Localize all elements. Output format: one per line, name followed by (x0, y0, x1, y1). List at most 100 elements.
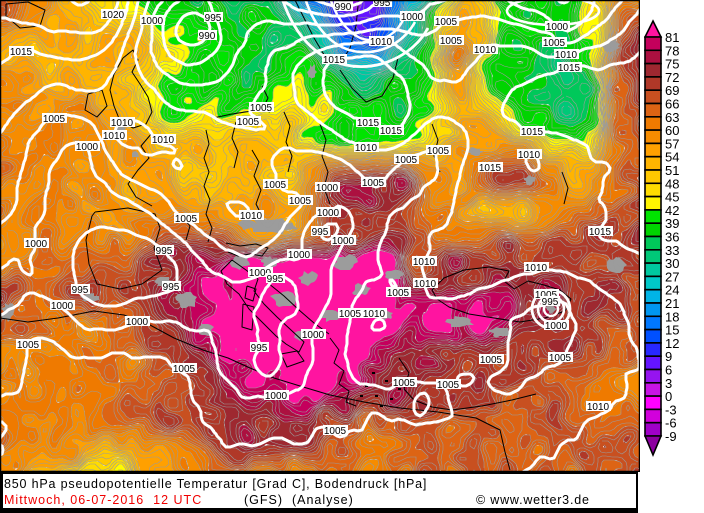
svg-text:1000: 1000 (265, 391, 288, 402)
svg-text:1005: 1005 (237, 117, 260, 128)
svg-text:1005: 1005 (289, 196, 312, 207)
svg-text:990: 990 (199, 31, 216, 42)
svg-text:1005: 1005 (435, 17, 458, 28)
svg-text:1005: 1005 (387, 288, 410, 299)
svg-text:1015: 1015 (357, 118, 380, 129)
svg-text:9: 9 (665, 349, 672, 364)
svg-text:1000: 1000 (317, 208, 340, 219)
svg-text:995: 995 (374, 0, 391, 9)
svg-text:75: 75 (665, 57, 679, 72)
svg-text:1005: 1005 (437, 380, 460, 391)
svg-text:-6: -6 (665, 416, 677, 431)
svg-text:1015: 1015 (380, 126, 403, 137)
svg-text:1005: 1005 (339, 309, 362, 320)
svg-text:995: 995 (251, 343, 268, 354)
svg-text:1015: 1015 (479, 163, 502, 174)
svg-text:1010: 1010 (525, 263, 548, 274)
svg-text:1010: 1010 (103, 131, 126, 142)
svg-text:1000: 1000 (316, 183, 339, 194)
svg-text:-3: -3 (665, 402, 677, 417)
svg-text:24: 24 (665, 283, 679, 298)
svg-text:1005: 1005 (395, 155, 418, 166)
svg-text:1015: 1015 (521, 127, 544, 138)
svg-text:54: 54 (665, 150, 679, 165)
svg-text:72: 72 (665, 70, 679, 85)
svg-text:1005: 1005 (480, 355, 503, 366)
svg-text:1010: 1010 (587, 402, 610, 413)
svg-text:995: 995 (312, 227, 329, 238)
svg-text:1005: 1005 (362, 178, 385, 189)
svg-text:3: 3 (665, 376, 672, 391)
svg-text:1000: 1000 (141, 16, 164, 27)
svg-text:1000: 1000 (76, 142, 99, 153)
svg-text:1010: 1010 (355, 143, 378, 154)
svg-text:57: 57 (665, 136, 679, 151)
svg-text:1005: 1005 (543, 38, 566, 49)
svg-text:1005: 1005 (250, 103, 273, 114)
svg-text:1005: 1005 (427, 146, 450, 157)
svg-text:-9: -9 (665, 429, 677, 444)
svg-text:18: 18 (665, 309, 679, 324)
svg-text:48: 48 (665, 176, 679, 191)
svg-text:1005: 1005 (393, 378, 416, 389)
svg-text:78: 78 (665, 43, 679, 58)
svg-text:1010: 1010 (111, 118, 134, 129)
svg-text:1010: 1010 (414, 279, 437, 290)
svg-text:995: 995 (156, 246, 173, 257)
svg-text:1015: 1015 (323, 55, 346, 66)
svg-text:81: 81 (665, 30, 679, 45)
svg-text:990: 990 (335, 2, 352, 13)
svg-text:1000: 1000 (288, 250, 311, 261)
svg-text:1005: 1005 (43, 114, 66, 125)
svg-text:1005: 1005 (324, 426, 347, 437)
svg-text:60: 60 (665, 123, 679, 138)
svg-text:1010: 1010 (413, 257, 436, 268)
svg-text:1000: 1000 (401, 12, 424, 23)
svg-text:39: 39 (665, 216, 679, 231)
svg-text:1005: 1005 (549, 353, 572, 364)
svg-text:1005: 1005 (264, 180, 287, 191)
svg-text:1020: 1020 (102, 10, 125, 21)
svg-text:1015: 1015 (589, 227, 612, 238)
svg-text:1010: 1010 (474, 45, 497, 56)
svg-text:33: 33 (665, 243, 679, 258)
svg-text:1000: 1000 (51, 301, 74, 312)
svg-text:1000: 1000 (126, 317, 149, 328)
svg-text:1010: 1010 (363, 309, 386, 320)
svg-text:12: 12 (665, 336, 679, 351)
svg-text:15: 15 (665, 323, 679, 338)
svg-text:1000: 1000 (545, 321, 568, 332)
svg-text:995: 995 (205, 13, 222, 24)
svg-text:69: 69 (665, 83, 679, 98)
svg-text:63: 63 (665, 110, 679, 125)
svg-text:1005: 1005 (173, 364, 196, 375)
svg-text:1010: 1010 (240, 211, 263, 222)
svg-text:0: 0 (665, 389, 672, 404)
svg-text:36: 36 (665, 230, 679, 245)
svg-text:30: 30 (665, 256, 679, 271)
svg-text:1005: 1005 (175, 214, 198, 225)
svg-text:1005: 1005 (440, 36, 463, 47)
svg-text:995: 995 (267, 274, 284, 285)
svg-text:45: 45 (665, 190, 679, 205)
svg-text:1010: 1010 (518, 150, 541, 161)
svg-text:1015: 1015 (558, 63, 581, 74)
svg-text:995: 995 (163, 282, 180, 293)
svg-text:995: 995 (72, 285, 89, 296)
svg-text:21: 21 (665, 296, 679, 311)
svg-text:1005: 1005 (17, 340, 40, 351)
svg-text:1000: 1000 (25, 239, 48, 250)
svg-text:27: 27 (665, 269, 679, 284)
svg-text:6: 6 (665, 363, 672, 378)
svg-text:1010: 1010 (152, 135, 175, 146)
svg-text:1010: 1010 (370, 37, 393, 48)
svg-text:1000: 1000 (302, 330, 325, 341)
svg-text:1000: 1000 (249, 268, 272, 279)
svg-text:66: 66 (665, 97, 679, 112)
svg-text:42: 42 (665, 203, 679, 218)
svg-text:1015: 1015 (10, 47, 33, 58)
svg-text:995: 995 (542, 297, 559, 308)
svg-text:1000: 1000 (546, 22, 569, 33)
svg-text:1005: 1005 (535, 290, 558, 301)
svg-text:1000: 1000 (332, 236, 355, 247)
